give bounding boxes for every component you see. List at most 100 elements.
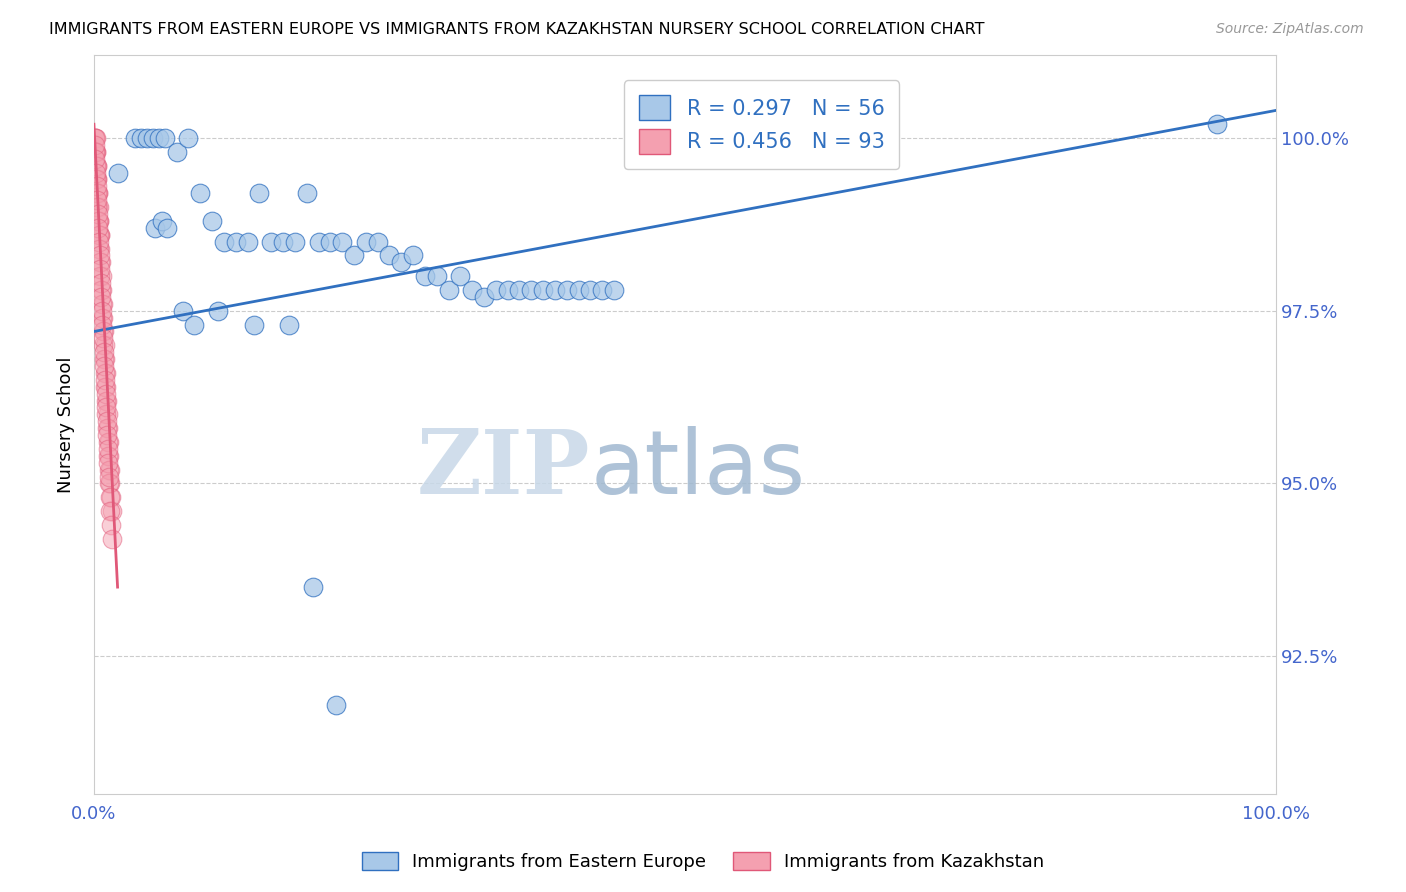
Point — [93, 345, 115, 359]
Point — [96, 414, 118, 428]
Point — [97, 463, 120, 477]
Point — [96, 408, 118, 422]
Point — [86, 172, 108, 186]
Legend: Immigrants from Eastern Europe, Immigrants from Kazakhstan: Immigrants from Eastern Europe, Immigran… — [354, 845, 1052, 879]
Point — [96, 380, 118, 394]
Point — [426, 269, 449, 284]
Point — [100, 504, 122, 518]
Point — [84, 131, 107, 145]
Point — [86, 179, 108, 194]
Point — [89, 262, 111, 277]
Point — [100, 491, 122, 505]
Point — [87, 227, 110, 242]
Point — [591, 283, 613, 297]
Point — [98, 491, 121, 505]
Point — [260, 235, 283, 249]
Point — [461, 283, 484, 297]
Point — [402, 248, 425, 262]
Point — [172, 303, 194, 318]
Point — [100, 476, 122, 491]
Point — [94, 373, 117, 387]
Point — [87, 186, 110, 201]
Point — [555, 283, 578, 297]
Point — [89, 214, 111, 228]
Text: IMMIGRANTS FROM EASTERN EUROPE VS IMMIGRANTS FROM KAZAKHSTAN NURSERY SCHOOL CORR: IMMIGRANTS FROM EASTERN EUROPE VS IMMIGR… — [49, 22, 984, 37]
Point — [308, 235, 330, 249]
Point — [91, 310, 114, 325]
Point — [89, 269, 111, 284]
Text: ZIP: ZIP — [418, 425, 591, 513]
Point — [249, 186, 271, 201]
Point — [98, 476, 121, 491]
Point — [89, 255, 111, 269]
Point — [87, 214, 110, 228]
Point — [98, 449, 121, 463]
Point — [94, 386, 117, 401]
Point — [84, 145, 107, 159]
Point — [86, 159, 108, 173]
Point — [94, 380, 117, 394]
Point — [93, 352, 115, 367]
Y-axis label: Nursery School: Nursery School — [58, 357, 75, 493]
Point — [90, 276, 112, 290]
Point — [84, 145, 107, 159]
Point — [91, 331, 114, 345]
Point — [389, 255, 412, 269]
Point — [97, 421, 120, 435]
Point — [96, 408, 118, 422]
Point — [188, 186, 211, 201]
Point — [89, 227, 111, 242]
Point — [100, 504, 122, 518]
Point — [86, 207, 108, 221]
Point — [84, 152, 107, 166]
Point — [93, 325, 115, 339]
Point — [93, 310, 115, 325]
Point — [271, 235, 294, 249]
Text: Source: ZipAtlas.com: Source: ZipAtlas.com — [1216, 22, 1364, 37]
Point — [301, 580, 323, 594]
Point — [87, 200, 110, 214]
Point — [354, 235, 377, 249]
Point — [544, 283, 567, 297]
Point — [84, 172, 107, 186]
Point — [93, 338, 115, 352]
Point — [579, 283, 602, 297]
Point — [107, 165, 129, 179]
Point — [87, 220, 110, 235]
Point — [152, 214, 174, 228]
Point — [87, 200, 110, 214]
Point — [83, 138, 105, 153]
Point — [1205, 117, 1227, 131]
Point — [236, 235, 259, 249]
Point — [330, 235, 353, 249]
Point — [96, 428, 118, 442]
Point — [96, 393, 118, 408]
Point — [84, 165, 107, 179]
Point — [129, 131, 152, 145]
Point — [89, 242, 111, 256]
Point — [449, 269, 471, 284]
Point — [136, 131, 159, 145]
Point — [83, 131, 105, 145]
Point — [177, 131, 200, 145]
Point — [100, 532, 122, 546]
Point — [86, 172, 108, 186]
Point — [94, 366, 117, 380]
Point — [212, 235, 235, 249]
Point — [295, 186, 318, 201]
Point — [90, 269, 112, 284]
Point — [201, 214, 224, 228]
Point — [378, 248, 401, 262]
Point — [86, 186, 108, 201]
Point — [93, 366, 115, 380]
Point — [84, 159, 107, 173]
Point — [242, 318, 264, 332]
Point — [343, 248, 366, 262]
Point — [90, 290, 112, 304]
Point — [148, 131, 170, 145]
Point — [90, 255, 112, 269]
Point — [183, 318, 205, 332]
Point — [91, 297, 114, 311]
Point — [96, 435, 118, 450]
Point — [325, 698, 347, 712]
